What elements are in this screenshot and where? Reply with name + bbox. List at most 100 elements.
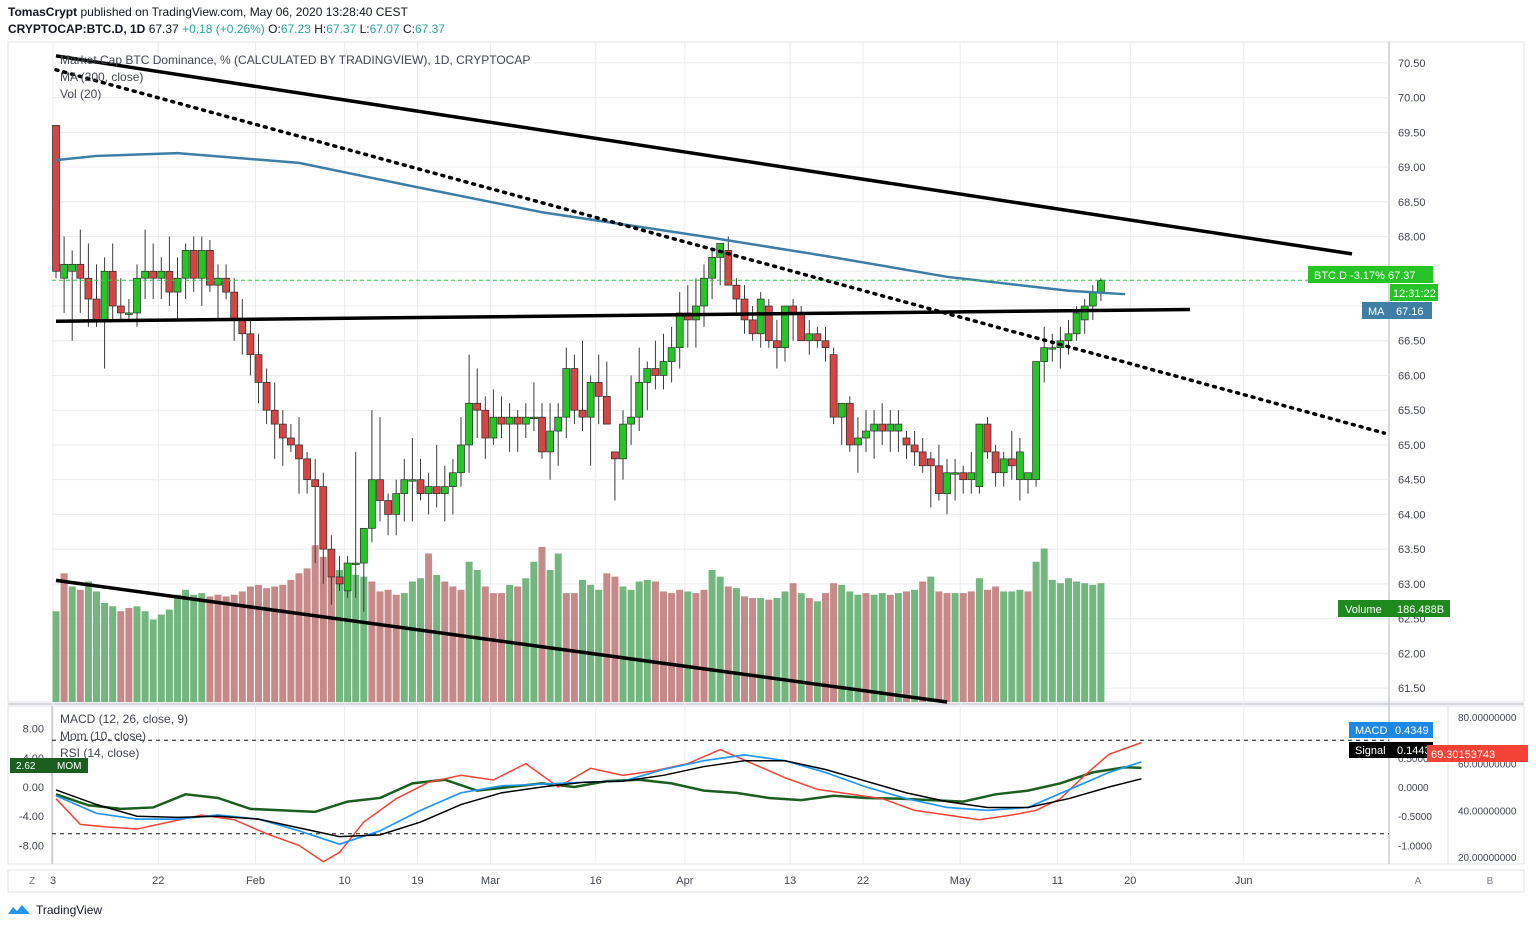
candle-body <box>287 437 295 446</box>
candle-body <box>133 277 141 314</box>
candle-body <box>611 451 619 460</box>
candle-body <box>416 479 425 494</box>
legend-macd: MACD (12, 26, close, 9) <box>60 712 188 726</box>
volume-bar <box>360 576 368 702</box>
volume-bar <box>635 581 643 702</box>
time-tick-label: 10 <box>338 875 350 887</box>
osc-left-tick-label: -8.00 <box>19 840 44 852</box>
signal-line <box>55 759 1142 838</box>
trendline-lower-support <box>55 578 948 704</box>
volume-bar <box>1024 591 1032 702</box>
volume-bar <box>465 561 473 702</box>
axis-auto-label: A <box>1415 876 1422 887</box>
candle-body <box>837 402 846 418</box>
volume-bar <box>1089 584 1097 702</box>
candle-body <box>935 465 943 494</box>
candle-body <box>116 305 125 314</box>
macd-tag-bg <box>1349 722 1433 738</box>
volume-bar <box>1008 591 1016 702</box>
rsi-tick-label: 40.00000000 <box>1458 806 1517 817</box>
candle-body <box>805 333 814 342</box>
volume-bar <box>417 578 424 702</box>
volume-bar <box>344 573 352 702</box>
candle-body <box>1088 291 1097 307</box>
volume-bar <box>984 589 991 702</box>
candle-body <box>457 444 465 474</box>
footer-brand[interactable]: TradingView <box>8 903 102 917</box>
volume-bar <box>1040 548 1048 702</box>
candle-body <box>60 263 68 279</box>
volume-bar <box>222 596 230 702</box>
volume-bar <box>101 603 109 702</box>
candle-body <box>1097 279 1105 293</box>
candle-body <box>959 472 968 481</box>
volume-bar <box>1097 583 1105 702</box>
volume-bar <box>319 556 327 702</box>
candle-body <box>206 250 214 286</box>
low-label: L: <box>359 22 370 36</box>
author-name[interactable]: TomasCrypt <box>8 5 78 19</box>
candlesticks <box>52 125 1105 612</box>
volume-bar <box>1073 581 1081 702</box>
volume-bar <box>692 593 700 702</box>
osc-left-tick-label: 8.00 <box>23 724 44 736</box>
volume-bar <box>1081 583 1089 702</box>
candle-body <box>408 479 417 482</box>
volume-bar <box>619 586 627 702</box>
volume-bar <box>554 553 562 702</box>
volume-bar <box>773 598 781 702</box>
signal-tag-label: Signal <box>1355 745 1386 757</box>
candle-body <box>918 451 927 467</box>
candle-body <box>84 277 93 300</box>
candle-body <box>1048 347 1057 350</box>
time-tick-label: 11 <box>1052 875 1063 887</box>
ohlc-line: CRYPTOCAP:BTC.D, 1D 67.37 +0.18 (+0.26%)… <box>8 22 445 36</box>
chart-grid <box>7 41 1525 893</box>
volume-bar <box>198 593 206 702</box>
volume-bar <box>668 593 676 702</box>
volume-bar <box>1065 578 1072 702</box>
candle-body <box>319 486 328 550</box>
volume-bar <box>935 591 943 702</box>
candle-body <box>602 395 611 425</box>
volume-bar <box>660 591 667 702</box>
momentum-line <box>55 766 1142 814</box>
candle-body <box>1040 347 1049 362</box>
rsi-line <box>55 741 1142 863</box>
price-tag-bg <box>1308 266 1433 283</box>
volume-bar <box>52 611 60 702</box>
axis-log-label: B <box>1487 876 1494 887</box>
volume-bar <box>943 593 951 702</box>
volume-bar <box>449 586 457 702</box>
price-change: +0.18 (+0.26%) <box>182 22 265 36</box>
candle-body <box>384 500 392 515</box>
volume-bar <box>975 578 983 702</box>
candle-body <box>376 479 384 501</box>
volume-bar <box>562 593 570 702</box>
legend-title: Market Cap BTC Dominance, % (CALCULATED … <box>60 53 530 67</box>
ma-tag-value: 67.16 <box>1396 306 1424 318</box>
volume-tag-value: 186.488B <box>1397 604 1444 616</box>
volume-bar <box>570 593 578 702</box>
volume-bar <box>84 581 92 702</box>
candle-body <box>157 270 166 279</box>
volume-bar <box>165 609 173 702</box>
volume-bar <box>797 593 805 702</box>
candle-body <box>497 416 506 425</box>
macd-line <box>55 754 1142 846</box>
candle-body <box>173 277 182 293</box>
macd-tag-label: MACD <box>1355 725 1387 737</box>
price-tick-label: 69.50 <box>1398 127 1426 139</box>
volume-bar <box>708 570 716 702</box>
candle-body <box>400 479 409 494</box>
volume-bar <box>813 601 821 702</box>
candle-body <box>197 250 206 279</box>
candle-body <box>335 576 344 585</box>
mom-tag-bg <box>10 758 88 773</box>
time-tick-label: 3 <box>50 875 56 887</box>
candle-body <box>740 298 749 321</box>
legend-vol: Vol (20) <box>60 87 101 101</box>
overlay-lines <box>52 54 1389 704</box>
candle-body <box>700 277 708 307</box>
